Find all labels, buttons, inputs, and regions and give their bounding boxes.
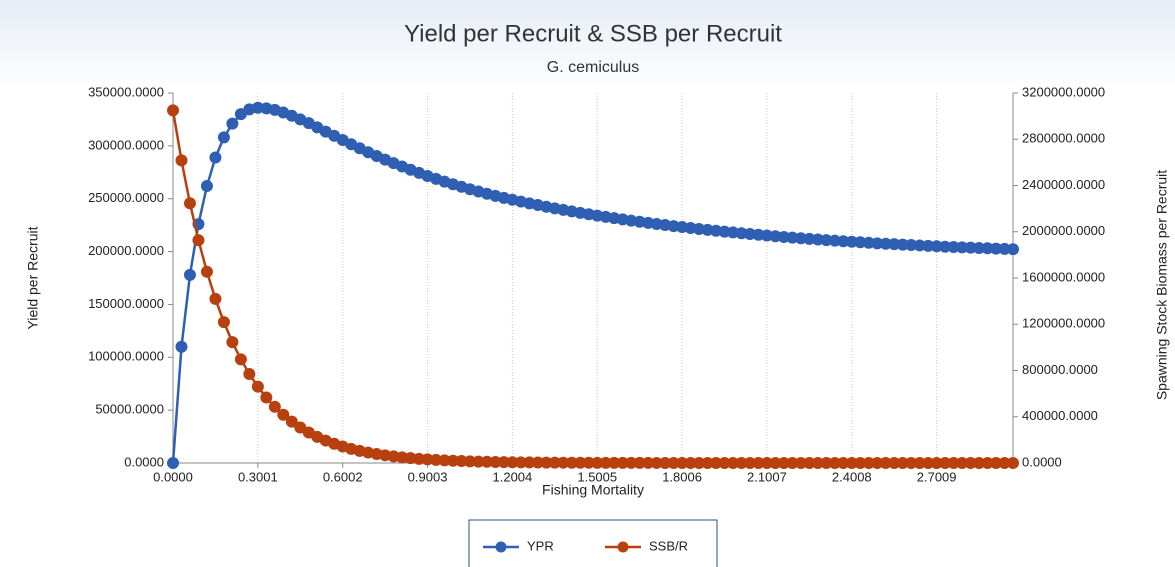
y2-axis-title: Spawning Stock Biomass per Recruit [1154,170,1170,400]
y2-tick-label: 800000.0000 [1022,362,1098,377]
chart-subtitle: G. cemiculus [547,59,639,76]
y2-tick-label: 1200000.0000 [1022,316,1105,331]
marker [192,234,205,247]
marker [175,340,188,353]
y-tick-label: 50000.0000 [95,402,164,417]
x-tick-label: 1.5005 [577,469,617,484]
y-tick-label: 0.0000 [124,454,164,469]
legend-marker [617,541,629,553]
marker [200,180,213,193]
marker [175,154,188,167]
marker [268,400,281,413]
x-tick-label: 1.8006 [662,469,702,484]
marker [183,197,196,210]
marker [1007,456,1019,469]
x-tick-label: 0.0000 [153,469,193,484]
y2-tick-label: 400000.0000 [1022,408,1098,423]
legend-label: SSB/R [649,538,688,553]
marker [234,353,247,366]
y-tick-label: 350000.0000 [88,84,164,99]
y-tick-label: 150000.0000 [88,296,164,311]
y-tick-label: 250000.0000 [88,190,164,205]
x-tick-label: 0.3001 [238,469,278,484]
y-tick-label: 200000.0000 [88,243,164,258]
marker [200,265,213,278]
marker [209,151,222,164]
marker [183,268,196,281]
y-tick-label: 300000.0000 [88,137,164,152]
marker [251,380,264,393]
x-tick-label: 0.9003 [408,469,448,484]
x-tick-label: 0.6002 [323,469,363,484]
y2-tick-label: 0.0000 [1022,454,1062,469]
chart-title: Yield per Recruit & SSB per Recruit [404,20,782,47]
marker [209,292,222,305]
y-tick-label: 100000.0000 [88,349,164,364]
marker [167,104,179,117]
marker [243,368,256,381]
y2-tick-label: 2800000.0000 [1022,131,1105,146]
marker [226,117,239,130]
marker [226,336,239,349]
marker [1007,243,1019,256]
legend-label: YPR [527,538,554,553]
legend-marker [495,541,507,553]
y2-tick-label: 3200000.0000 [1022,84,1105,99]
x-axis-title: Fishing Mortality [542,482,644,498]
marker [217,131,230,144]
x-tick-label: 2.7009 [917,469,957,484]
y2-tick-label: 1600000.0000 [1022,269,1105,284]
marker [260,391,273,404]
legend-box [468,519,718,567]
marker [167,457,179,469]
y2-tick-label: 2000000.0000 [1022,223,1105,238]
x-tick-label: 1.2004 [493,469,533,484]
x-tick-label: 2.1007 [747,469,787,484]
y2-tick-label: 2400000.0000 [1022,177,1105,192]
y-axis-title: Yield per Recruit [25,226,41,329]
marker [217,316,230,329]
marker [285,415,298,428]
x-tick-label: 2.4008 [832,469,872,484]
marker [277,408,290,421]
